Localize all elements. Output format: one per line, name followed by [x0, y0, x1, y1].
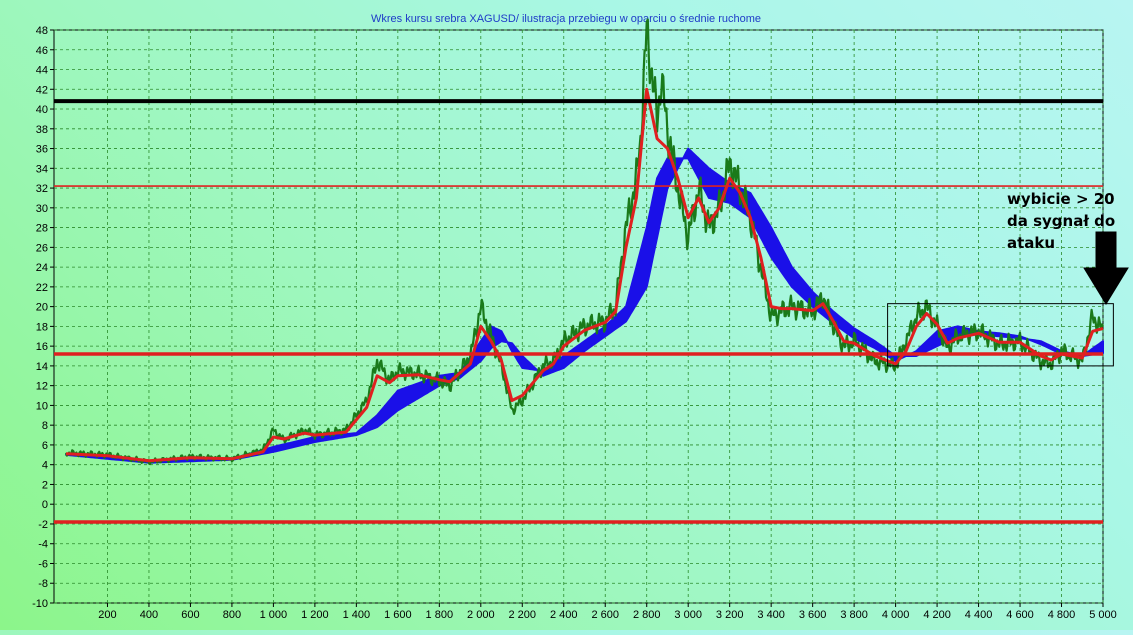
y-tick-label: 30 — [36, 203, 48, 215]
y-tick-label: 26 — [36, 242, 48, 254]
series-price — [64, 18, 1105, 466]
y-tick-label: 22 — [36, 282, 48, 294]
y-tick-label: 16 — [36, 341, 48, 353]
x-tick-label: 1 200 — [301, 609, 329, 621]
x-tick-label: 1 000 — [260, 609, 288, 621]
y-tick-label: 36 — [36, 144, 48, 156]
y-tick-label: 34 — [36, 163, 48, 175]
plot-area: -10-8-6-4-202468101214161820222426283032… — [32, 18, 1129, 621]
x-tick-label: 4 000 — [882, 609, 910, 621]
x-tick-label: 2 600 — [591, 609, 619, 621]
x-tick-label: 3 800 — [840, 609, 868, 621]
y-tick-label: 28 — [36, 223, 48, 235]
x-tick-label: 2 400 — [550, 609, 578, 621]
y-tick-label: 0 — [42, 499, 48, 511]
ribbon-moving-averages — [65, 147, 1104, 464]
y-tick-label: 24 — [36, 262, 48, 274]
down-arrow-icon — [1083, 231, 1129, 305]
y-tick-label: -10 — [32, 598, 48, 610]
x-tick-label: 600 — [181, 609, 199, 621]
x-tick-label: 3 000 — [674, 609, 702, 621]
y-tick-label: 32 — [36, 183, 48, 195]
y-tick-label: 12 — [36, 381, 48, 393]
y-tick-label: 20 — [36, 302, 48, 314]
y-tick-label: -4 — [38, 539, 48, 551]
x-tick-label: 1 400 — [343, 609, 371, 621]
y-tick-label: 44 — [36, 65, 48, 77]
y-tick-label: 4 — [42, 460, 48, 472]
x-tick-label: 3 200 — [716, 609, 744, 621]
y-tick-label: 2 — [42, 479, 48, 491]
x-tick-label: 4 800 — [1048, 609, 1076, 621]
x-tick-label: 4 200 — [923, 609, 951, 621]
y-tick-label: -8 — [38, 578, 48, 590]
y-tick-label: -2 — [38, 519, 48, 531]
x-tick-label: 400 — [140, 609, 158, 621]
y-tick-label: 6 — [42, 440, 48, 452]
y-tick-label: -6 — [38, 558, 48, 570]
x-tick-label: 2 200 — [509, 609, 537, 621]
y-tick-label: 14 — [36, 361, 48, 373]
plot-frame — [53, 29, 1104, 604]
y-tick-label: 40 — [36, 104, 48, 116]
y-tick-label: 10 — [36, 400, 48, 412]
x-tick-label: 5 000 — [1089, 609, 1117, 621]
annotation-text-line: wybicie > 20 — [1007, 190, 1115, 208]
y-tick-label: 8 — [42, 420, 48, 432]
y-tick-label: 42 — [36, 84, 48, 96]
x-tick-label: 800 — [223, 609, 241, 621]
y-tick-label: 18 — [36, 321, 48, 333]
y-tick-label: 46 — [36, 45, 48, 57]
y-tick-label: 48 — [36, 25, 48, 37]
x-tick-label: 2 000 — [467, 609, 495, 621]
x-tick-label: 1 800 — [426, 609, 454, 621]
annotation-box — [887, 303, 1114, 367]
x-tick-label: 4 600 — [1006, 609, 1034, 621]
chart-title: Wkres kursu srebra XAGUSD/ ilustracja pr… — [371, 13, 761, 25]
x-tick-label: 3 600 — [799, 609, 827, 621]
x-tick-label: 200 — [98, 609, 116, 621]
x-tick-label: 4 400 — [965, 609, 993, 621]
x-tick-label: 1 600 — [384, 609, 412, 621]
y-tick-label: 38 — [36, 124, 48, 136]
x-tick-label: 2 800 — [633, 609, 661, 621]
x-tick-label: 3 400 — [757, 609, 785, 621]
annotation-text-line: da sygnał do — [1007, 212, 1115, 230]
annotation-text-line: ataku — [1007, 234, 1055, 252]
series-fast-average — [65, 87, 1104, 463]
